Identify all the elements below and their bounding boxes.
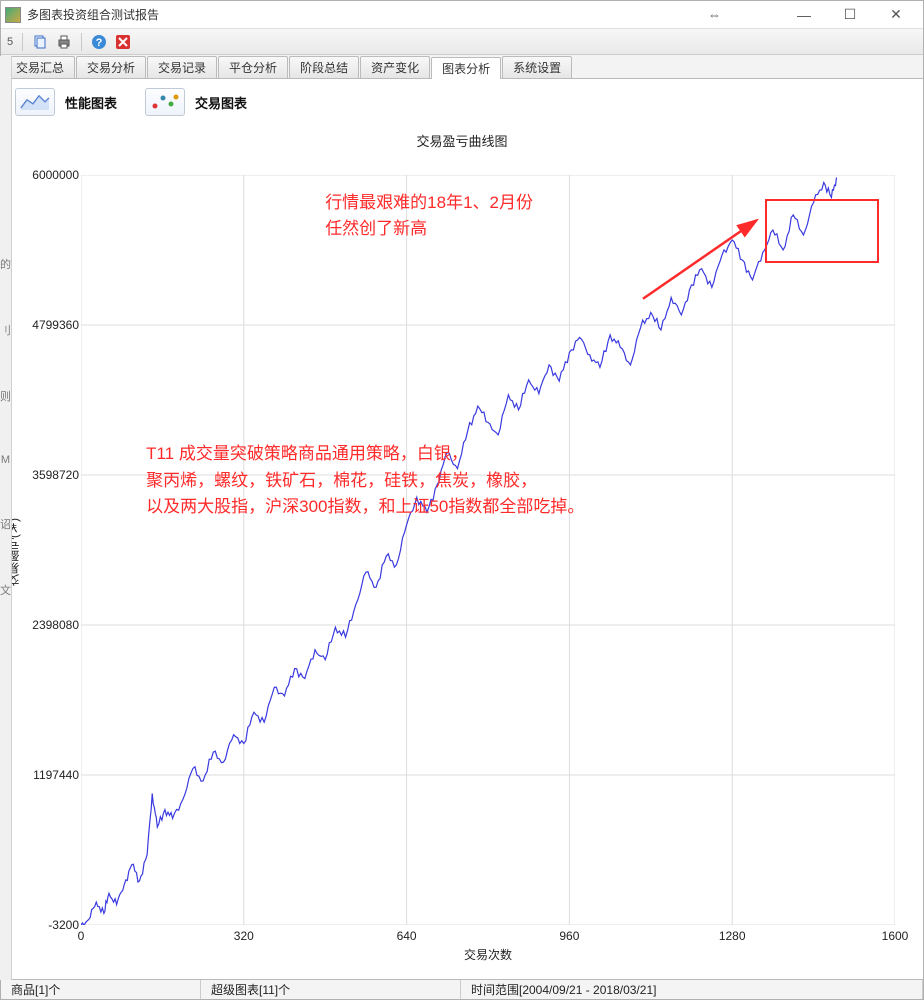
tab-5[interactable]: 资产变化	[360, 56, 430, 78]
annotation-top-line1: 行情最艰难的18年1、2月份	[325, 193, 533, 212]
main-toolbar: 5 ?	[1, 29, 923, 55]
restore-move-icon[interactable]: ⇔	[708, 7, 721, 22]
tab-0[interactable]: 交易汇总	[5, 56, 75, 78]
sub-toolbar: 性能图表 交易图表	[1, 79, 923, 125]
annotation-top: 行情最艰难的18年1、2月份 任然创了新高	[325, 190, 533, 243]
tab-4[interactable]: 阶段总结	[289, 56, 359, 78]
annotation-arrow	[631, 208, 769, 311]
ytick: 1197440	[33, 768, 79, 782]
ytick: -3200	[48, 918, 79, 932]
chart-area: 交易盈亏曲线图 交易盈亏(￥) 交易次数 行情最艰难的18年1、2月份 任然创了…	[1, 125, 923, 979]
toolbar-left-number: 5	[7, 36, 13, 48]
status-bar: 商品[1]个 超级图表[11]个 时间范围[2004/09/21 - 2018/…	[1, 979, 923, 999]
copy-icon[interactable]	[30, 32, 50, 52]
window-buttons: — ☐ ✕	[781, 2, 919, 28]
xtick: 320	[234, 929, 254, 943]
toolbar-separator	[22, 33, 23, 51]
annotation-mid-line1: T11 成交量突破策略商品通用策略，白银，	[146, 444, 468, 463]
xtick: 960	[559, 929, 579, 943]
perf-chart-button[interactable]: 性能图表	[15, 88, 117, 116]
annotation-mid-line3: 以及两大股指，沪深300指数，和上证50指数都全部吃掉。	[146, 497, 584, 516]
trade-chart-label: 交易图表	[195, 93, 247, 112]
left-edge-sliver: 的刂则M诏文	[0, 56, 12, 980]
maximize-button[interactable]: ☐	[827, 2, 873, 28]
ytick: 2398080	[32, 618, 79, 632]
ytick: 4799360	[32, 318, 79, 332]
tab-1[interactable]: 交易分析	[76, 56, 146, 78]
close-button[interactable]: ✕	[873, 2, 919, 28]
xtick: 1600	[882, 929, 909, 943]
ytick: 6000000	[32, 168, 79, 182]
close-red-icon[interactable]	[113, 32, 133, 52]
status-right: 时间范围[2004/09/21 - 2018/03/21]	[461, 980, 923, 999]
app-icon	[5, 7, 21, 23]
status-left: 商品[1]个	[1, 980, 201, 999]
title-bar: 多图表投资组合测试报告 ⇔ — ☐ ✕	[1, 1, 923, 29]
annotation-top-line2: 任然创了新高	[325, 219, 427, 238]
xtick: 0	[78, 929, 85, 943]
scatter-chart-icon	[145, 88, 185, 116]
print-icon[interactable]	[54, 32, 74, 52]
chart-plot	[81, 175, 895, 925]
tab-3[interactable]: 平仓分析	[218, 56, 288, 78]
annotation-mid-line2: 聚丙烯，螺纹，铁矿石，棉花，硅铁，焦炭，橡胶，	[146, 471, 537, 490]
tab-6[interactable]: 图表分析	[431, 57, 501, 79]
trade-chart-button[interactable]: 交易图表	[145, 88, 247, 116]
perf-chart-label: 性能图表	[65, 93, 117, 112]
chart-xlabel: 交易次数	[81, 946, 895, 963]
window-title: 多图表投资组合测试报告	[27, 6, 708, 23]
tab-7[interactable]: 系统设置	[502, 56, 572, 78]
ytick: 3598720	[32, 468, 79, 482]
svg-text:?: ?	[96, 37, 103, 49]
app-window: 多图表投资组合测试报告 ⇔ — ☐ ✕ 5 ? 交易汇总交易分析交易记录平仓分析…	[0, 0, 924, 1000]
annotation-highlight-box	[765, 199, 879, 263]
xtick: 640	[397, 929, 417, 943]
tab-2[interactable]: 交易记录	[147, 56, 217, 78]
status-mid: 超级图表[11]个	[201, 980, 461, 999]
annotation-mid: T11 成交量突破策略商品通用策略，白银， 聚丙烯，螺纹，铁矿石，棉花，硅铁，焦…	[146, 441, 584, 520]
xtick: 1280	[719, 929, 746, 943]
help-icon[interactable]: ?	[89, 32, 109, 52]
line-chart-icon	[15, 88, 55, 116]
tab-strip: 交易汇总交易分析交易记录平仓分析阶段总结资产变化图表分析系统设置	[1, 55, 923, 79]
chart-title: 交易盈亏曲线图	[1, 131, 923, 150]
minimize-button[interactable]: —	[781, 2, 827, 28]
toolbar-separator	[81, 33, 82, 51]
